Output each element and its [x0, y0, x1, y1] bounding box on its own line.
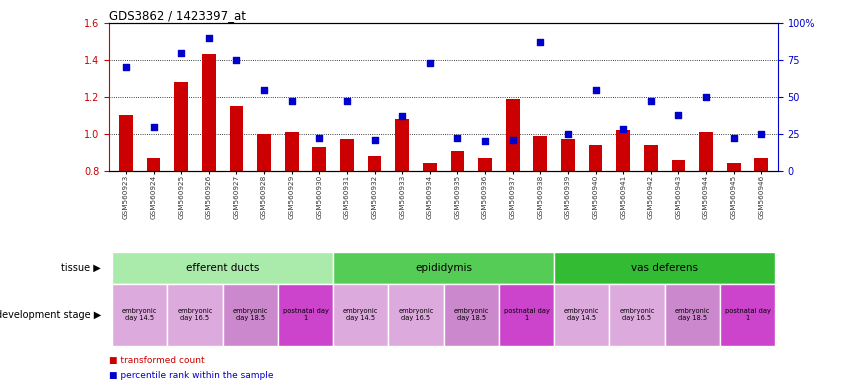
Point: [395, 113, 409, 119]
Point: [230, 57, 243, 63]
Bar: [119, 116, 133, 171]
Text: embryonic
day 14.5: embryonic day 14.5: [564, 308, 600, 321]
Text: embryonic
day 18.5: embryonic day 18.5: [233, 308, 268, 321]
Bar: [333, 284, 389, 346]
Bar: [368, 156, 382, 171]
Point: [257, 86, 271, 93]
Point: [754, 131, 768, 137]
Point: [341, 98, 354, 104]
Point: [285, 98, 299, 104]
Point: [644, 98, 658, 104]
Bar: [499, 284, 554, 346]
Bar: [202, 55, 215, 171]
Text: embryonic
day 18.5: embryonic day 18.5: [674, 308, 710, 321]
Bar: [610, 284, 664, 346]
Bar: [589, 145, 602, 171]
Bar: [223, 284, 278, 346]
Text: ■ percentile rank within the sample: ■ percentile rank within the sample: [109, 371, 274, 380]
Bar: [389, 284, 443, 346]
Bar: [230, 106, 243, 171]
Point: [479, 138, 492, 144]
Point: [313, 135, 326, 141]
Bar: [505, 99, 520, 171]
Bar: [672, 160, 685, 171]
Bar: [278, 284, 333, 346]
Bar: [699, 132, 713, 171]
Bar: [112, 284, 167, 346]
Text: postnatal day
1: postnatal day 1: [283, 308, 329, 321]
Point: [119, 65, 133, 71]
Bar: [423, 164, 436, 171]
Text: epididymis: epididymis: [415, 263, 472, 273]
Bar: [451, 151, 464, 171]
Point: [672, 112, 685, 118]
Text: embryonic
day 14.5: embryonic day 14.5: [343, 308, 378, 321]
Bar: [112, 252, 333, 284]
Bar: [146, 158, 161, 171]
Bar: [395, 119, 409, 171]
Bar: [727, 164, 741, 171]
Bar: [664, 284, 720, 346]
Point: [368, 137, 381, 143]
Bar: [340, 139, 354, 171]
Point: [616, 126, 630, 132]
Text: embryonic
day 16.5: embryonic day 16.5: [399, 308, 434, 321]
Bar: [257, 134, 271, 171]
Point: [147, 124, 161, 130]
Bar: [561, 139, 575, 171]
Point: [561, 131, 574, 137]
Bar: [533, 136, 547, 171]
Text: ■ transformed count: ■ transformed count: [109, 356, 205, 365]
Text: tissue ▶: tissue ▶: [61, 263, 101, 273]
Point: [506, 137, 520, 143]
Text: vas deferens: vas deferens: [631, 263, 698, 273]
Bar: [174, 82, 188, 171]
Bar: [479, 158, 492, 171]
Point: [202, 35, 215, 41]
Point: [727, 135, 740, 141]
Point: [451, 135, 464, 141]
Bar: [644, 145, 658, 171]
Text: postnatal day
1: postnatal day 1: [504, 308, 549, 321]
Text: embryonic
day 14.5: embryonic day 14.5: [122, 308, 157, 321]
Text: efferent ducts: efferent ducts: [186, 263, 259, 273]
Point: [700, 94, 713, 100]
Point: [423, 60, 436, 66]
Bar: [333, 252, 554, 284]
Point: [589, 86, 602, 93]
Bar: [754, 158, 769, 171]
Text: GDS3862 / 1423397_at: GDS3862 / 1423397_at: [109, 9, 246, 22]
Text: embryonic
day 16.5: embryonic day 16.5: [619, 308, 654, 321]
Text: postnatal day
1: postnatal day 1: [725, 308, 770, 321]
Bar: [616, 130, 630, 171]
Bar: [554, 252, 775, 284]
Bar: [554, 284, 610, 346]
Bar: [443, 284, 499, 346]
Bar: [312, 147, 326, 171]
Point: [174, 50, 188, 56]
Point: [533, 39, 547, 45]
Text: embryonic
day 16.5: embryonic day 16.5: [177, 308, 213, 321]
Text: embryonic
day 18.5: embryonic day 18.5: [453, 308, 489, 321]
Text: development stage ▶: development stage ▶: [0, 310, 101, 320]
Bar: [285, 132, 299, 171]
Bar: [167, 284, 223, 346]
Bar: [720, 284, 775, 346]
